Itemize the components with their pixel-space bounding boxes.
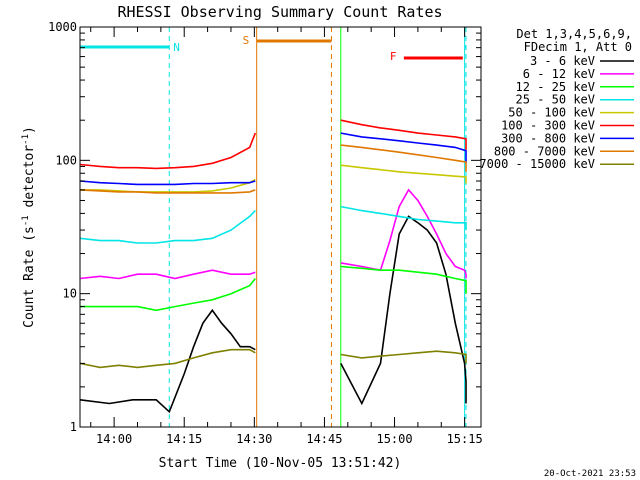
legend-entry-label: 6 - 12 keV: [523, 67, 595, 81]
x-tick-label: 14:45: [306, 432, 342, 446]
legend-entry-label: 50 - 100 keV: [508, 106, 595, 120]
plot-frame: [79, 26, 482, 428]
legend-entry-label: 12 - 25 keV: [516, 80, 595, 94]
series-line-7: [79, 189, 256, 194]
series-line-0: [340, 215, 467, 406]
x-tick-label: 15:00: [376, 432, 412, 446]
series-line-3: [340, 205, 467, 231]
flag-label: S: [243, 34, 250, 47]
series-line-8: [79, 348, 256, 369]
y-tick-label: 10: [63, 287, 77, 301]
timestamp: 20-Oct-2021 23:53: [544, 469, 636, 479]
legend-entry-label: 25 - 50 keV: [516, 93, 595, 107]
flag-label: N: [173, 41, 180, 54]
y-label-main: Count Rate (s: [22, 226, 37, 328]
legend-entry-label: 100 - 300 keV: [501, 119, 595, 133]
series-line-3: [79, 210, 256, 244]
series-line-0: [79, 308, 256, 414]
series-line-2: [80, 278, 256, 312]
series-line-5: [340, 119, 467, 150]
x-tick-label: 14:30: [236, 432, 272, 446]
series-line-1: [79, 269, 256, 280]
y-label-sup2: -1: [21, 134, 31, 145]
legend-entry-label: 3 - 6 keV: [530, 54, 595, 68]
series-line-8: [340, 350, 467, 364]
legend-entry-label: 800 - 7000 keV: [494, 144, 595, 158]
legend-title-1: Det 1,3,4,5,6,9,: [516, 27, 632, 41]
legend-title-2: FDecim 1, Att 0: [524, 40, 632, 54]
series-line-4: [340, 164, 467, 184]
y-label-end: ): [22, 126, 37, 134]
y-tick-label: 1000: [48, 20, 77, 34]
y-axis: 1 10 100 1000: [48, 20, 481, 434]
series-line-1: [340, 188, 467, 279]
x-tick-label: 14:15: [166, 432, 202, 446]
y-label-mid: detector: [22, 145, 37, 216]
series-line-6: [79, 180, 256, 186]
y-tick-label: 1: [70, 420, 77, 434]
x-tick-label: 14:00: [96, 432, 132, 446]
series-line-2: [340, 265, 467, 294]
series-layer: [79, 119, 467, 414]
y-tick-label: 100: [55, 153, 77, 167]
chart-title: RHESSI Observing Summary Count Rates: [117, 3, 442, 21]
x-axis-label: Start Time (10-Nov-05 13:51:42): [159, 456, 402, 471]
y-axis-label: Count Rate (s-1 detector-1): [21, 126, 37, 328]
legend-entry-label: 300 - 800 keV: [501, 131, 595, 145]
x-axis: 14:00 14:15 14:30 14:45 15:00 15:15: [90, 27, 483, 446]
flags-layer: N S F: [80, 34, 466, 63]
series-line-5: [79, 132, 257, 170]
flag-label: F: [390, 50, 397, 63]
series-line-7: [340, 144, 467, 172]
legend-entry-label: 7000 - 15000 keV: [479, 157, 595, 171]
series-line-6: [340, 132, 467, 164]
x-tick-label: 15:15: [447, 432, 483, 446]
y-label-sup1: -1: [21, 215, 31, 226]
series-line-4: [80, 178, 256, 193]
